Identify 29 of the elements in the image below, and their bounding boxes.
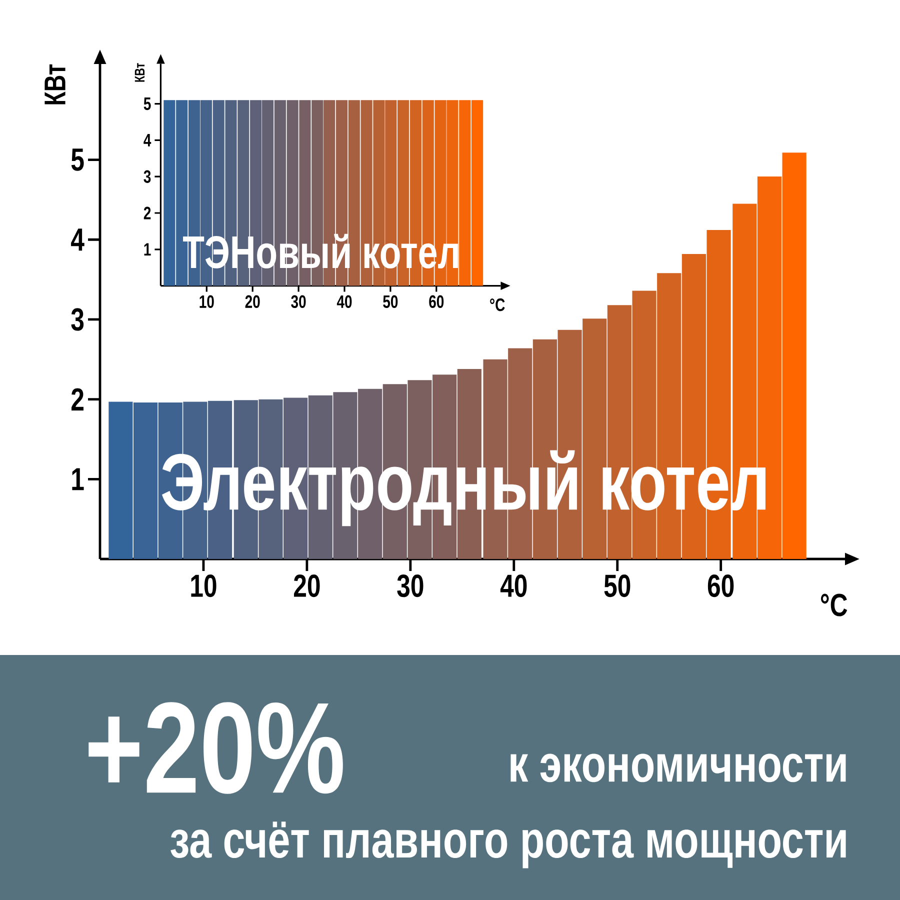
x-tick-label: 10 — [200, 295, 214, 308]
x-tick-label: 40 — [336, 295, 352, 308]
y-tick-label: 1 — [72, 468, 84, 490]
text: за счёт плавного роста мощности — [170, 822, 846, 868]
x-axis-title: °C — [490, 298, 505, 312]
x-tick-label: 50 — [383, 295, 398, 308]
y-tick-label: 4 — [144, 134, 152, 146]
y-axis-title: КВт — [44, 64, 66, 104]
y-tick-label: 1 — [144, 243, 151, 256]
x-tick-label: 50 — [604, 574, 630, 598]
x-tick-label: 40 — [500, 574, 527, 598]
y-tick-label: 3 — [71, 308, 84, 331]
text: +20% — [88, 702, 343, 794]
y-tick-label: 2 — [144, 206, 151, 220]
y-tick-label: 3 — [144, 170, 151, 183]
x-tick-label: 20 — [294, 574, 320, 598]
x-tick-label: 30 — [397, 574, 424, 598]
y-tick-label: 2 — [72, 388, 84, 410]
y-tick-label: 4 — [71, 228, 84, 251]
x-tick-label: 10 — [191, 574, 216, 598]
x-tick-label: 20 — [245, 295, 260, 308]
y-tick-label: 5 — [144, 98, 151, 110]
text: к экономичности — [510, 754, 846, 782]
x-tick-label: 60 — [708, 574, 734, 598]
y-axis-title: КВт — [134, 63, 144, 82]
x-tick-label: 60 — [429, 295, 444, 308]
x-tick-label: 30 — [291, 295, 306, 308]
y-tick-label: 5 — [71, 148, 84, 171]
x-axis-title: °C — [820, 594, 848, 616]
